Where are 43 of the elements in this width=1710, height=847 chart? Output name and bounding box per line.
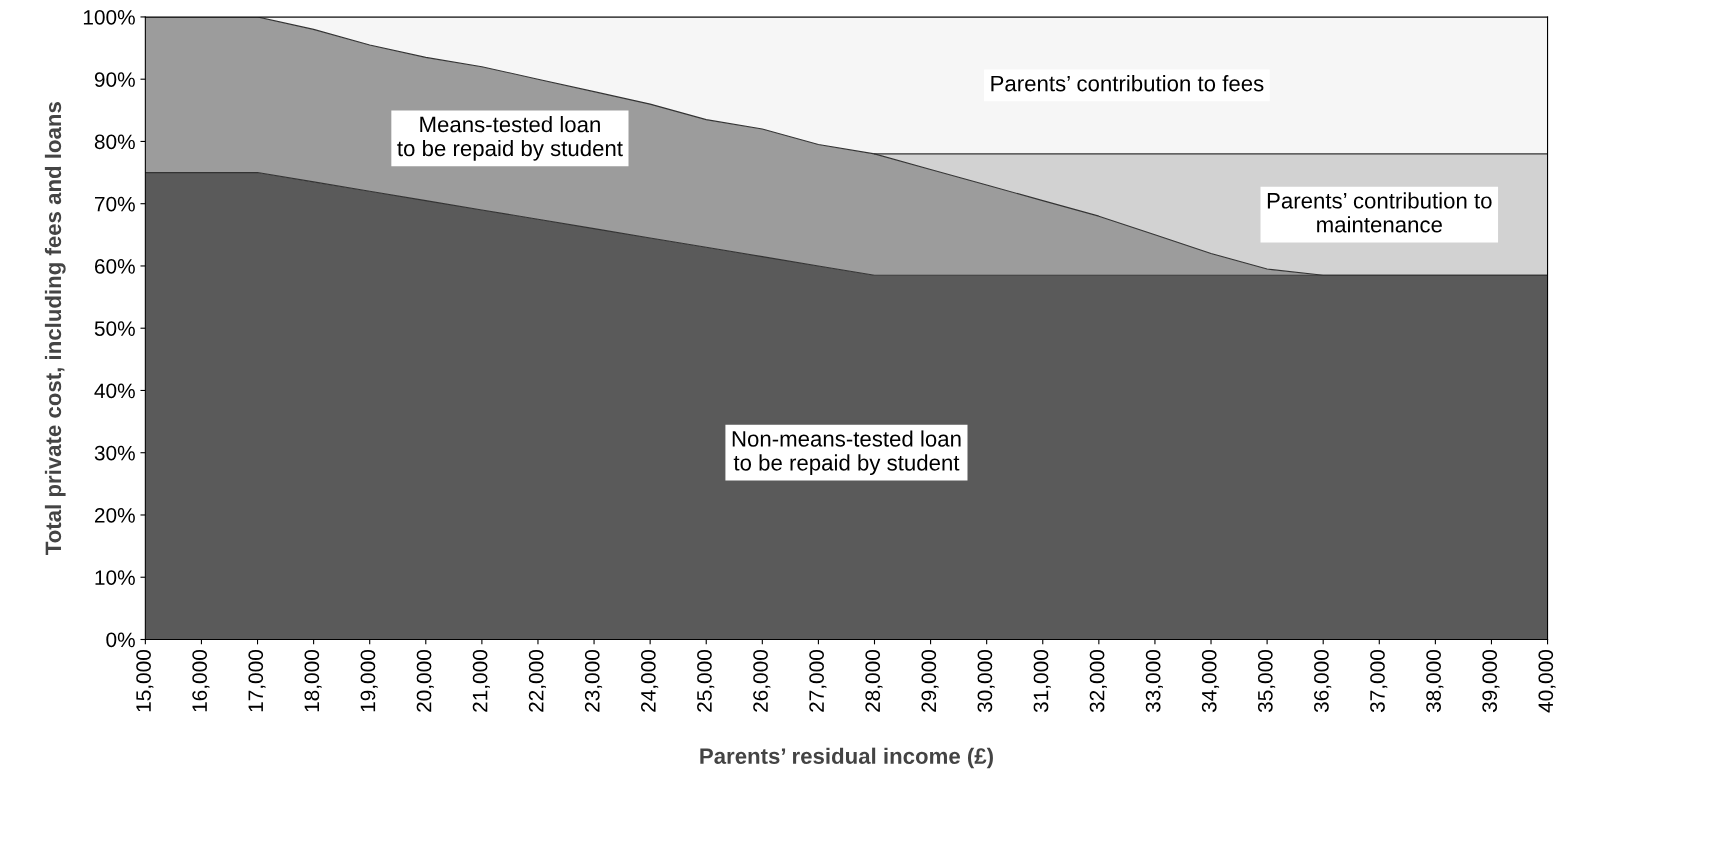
x-tick-label: 30,000	[977, 650, 995, 713]
x-tick-label: 21,000	[472, 650, 490, 712]
x-tick-label: 39,000	[1482, 650, 1500, 713]
x-tick-label: 19,000	[360, 650, 378, 712]
x-tick-label: 40,000	[1538, 650, 1556, 713]
y-tick-label: 0%	[106, 632, 135, 648]
y-tick-label: 20%	[94, 507, 135, 523]
x-tick-label: 36,000	[1314, 650, 1332, 713]
x-tick-label: 38,000	[1426, 650, 1444, 713]
y-tick-label: 80%	[94, 134, 135, 150]
x-tick-label: 25,000	[697, 650, 715, 712]
x-tick-label: 22,000	[528, 650, 547, 712]
y-tick-label: 50%	[94, 321, 135, 336]
x-tick-label: 26,000	[753, 650, 771, 712]
x-tick-label: 16,000	[192, 650, 210, 712]
x-tick-label: 35,000	[1257, 650, 1276, 713]
x-tick-label: 31,000	[1033, 650, 1051, 713]
y-tick-label: 100%	[83, 9, 135, 25]
x-axis-title: Parents’ residual income (£)	[700, 747, 993, 769]
x-tick-label: 18,000	[304, 650, 322, 712]
y-tick-label: 70%	[95, 196, 135, 212]
series-label: Parents’ contribution to fees	[991, 75, 1264, 92]
x-tick-label: 29,000	[921, 650, 939, 712]
x-tick-label: 15,000	[136, 650, 154, 712]
x-tick-label: 27,000	[809, 650, 827, 712]
x-tick-label: 17,000	[248, 650, 266, 712]
series-label: Non-means-tested loan to be repaid by student	[732, 430, 961, 476]
y-tick-label: 60%	[94, 258, 135, 274]
series-label: Parents’ contribution to maintenance	[1267, 192, 1492, 233]
series-label: Means-tested loan to be repaid by student	[397, 116, 623, 161]
x-tick-label: 33,000	[1145, 650, 1163, 713]
y-axis-title: Total private cost, including fees and loans	[44, 102, 66, 555]
x-tick-label: 28,000	[865, 650, 883, 712]
x-tick-label: 34,000	[1201, 650, 1220, 713]
x-tick-label: 32,000	[1089, 650, 1107, 713]
y-tick-label: 30%	[94, 445, 135, 461]
x-tick-label: 23,000	[584, 650, 603, 712]
y-tick-label: 90%	[94, 72, 135, 87]
x-tick-label: 24,000	[640, 650, 659, 712]
x-tick-label: 37,000	[1370, 650, 1388, 713]
y-tick-label: 40%	[94, 383, 135, 399]
y-tick-label: 10%	[95, 570, 135, 585]
x-tick-label: 20,000	[416, 650, 434, 712]
